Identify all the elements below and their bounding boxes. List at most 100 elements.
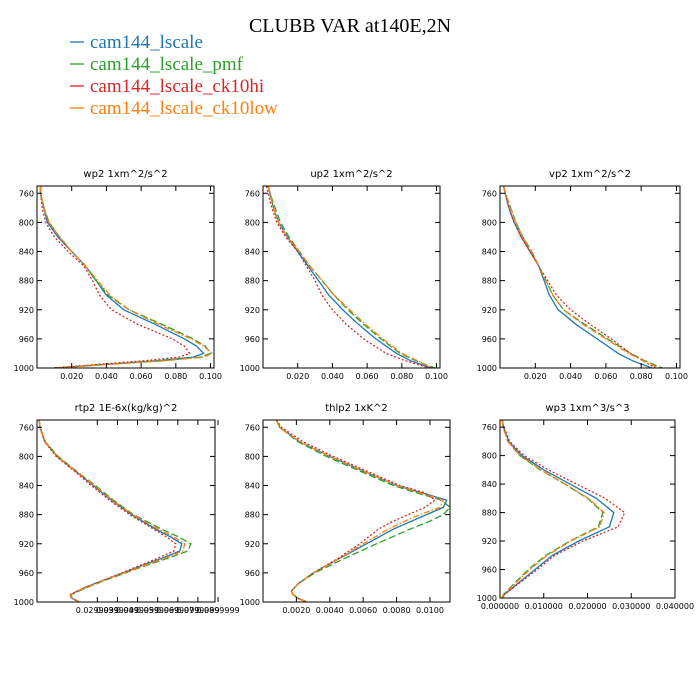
legend-item: cam144_lscale xyxy=(70,32,203,53)
y-tick-label: 800 xyxy=(245,452,260,461)
y-tick-label: 1000 xyxy=(240,598,260,607)
x-tick-label: 0.020 xyxy=(286,372,309,381)
x-tick-label: 0.0399999 xyxy=(96,606,139,615)
series-line xyxy=(38,420,177,602)
series-line xyxy=(275,420,448,602)
x-tick-label: 0.0799999 xyxy=(176,606,219,615)
y-tick-label: 920 xyxy=(245,306,260,315)
y-tick-label: 1000 xyxy=(477,594,497,603)
y-tick-label: 760 xyxy=(19,423,34,432)
x-tick-label: 0.100 xyxy=(665,372,688,381)
y-tick-label: 920 xyxy=(19,306,34,315)
y-tick-label: 800 xyxy=(482,452,497,461)
x-tick-label: 0.0060 xyxy=(349,606,377,615)
series-line xyxy=(502,186,660,368)
y-tick-label: 960 xyxy=(19,569,34,578)
series-line xyxy=(38,420,183,602)
panel-curves xyxy=(39,186,214,368)
y-tick-label: 960 xyxy=(482,566,497,575)
y-tick-label: 800 xyxy=(19,218,34,227)
chart-panel: thlp2 1xK^2 760 800 840 880 920 960 1000 0.0020 0… xyxy=(240,403,451,615)
legend-label: cam144_lscale_ck10hi xyxy=(90,76,264,97)
y-tick-label: 880 xyxy=(482,509,497,518)
y-tick-label: 840 xyxy=(482,248,497,257)
y-tick-label: 1000 xyxy=(477,364,497,373)
x-tick-label: 0.0080 xyxy=(383,606,411,615)
y-tick-label: 760 xyxy=(482,189,497,198)
x-tick-label: 0.0299999 xyxy=(76,606,119,615)
series-line xyxy=(265,186,430,368)
y-tick-label: 800 xyxy=(245,218,260,227)
series-line xyxy=(502,186,656,368)
series-line xyxy=(39,186,212,368)
series-line xyxy=(267,186,436,368)
plot-frame xyxy=(36,185,215,369)
figure-title: CLUBB VAR at140E,2N xyxy=(249,15,451,37)
legend-label: cam144_lscale_ck10low xyxy=(90,98,278,119)
y-tick-label: 920 xyxy=(19,540,34,549)
y-tick-label: 760 xyxy=(19,189,34,198)
y-tick-label: 760 xyxy=(245,189,260,198)
panel-curves xyxy=(501,420,626,598)
panel-curves xyxy=(38,420,192,602)
series-line xyxy=(501,420,604,598)
panel-title: wp3 1xm^3/s^3 xyxy=(545,403,629,414)
legend-item: cam144_lscale_ck10low xyxy=(70,98,278,119)
x-tick-label: 0.0100 xyxy=(416,606,444,615)
x-tick-label: 0.060 xyxy=(594,372,617,381)
y-tick-label: 960 xyxy=(19,335,34,344)
y-tick-label: 960 xyxy=(245,569,260,578)
plot-frame xyxy=(262,419,451,603)
y-tick-label: 880 xyxy=(245,511,260,520)
legend-item: cam144_lscale_ck10hi xyxy=(70,76,264,97)
x-tick-label: 0.100 xyxy=(425,372,448,381)
panel-title: rtp2 1E-6x(kg/kg)^2 xyxy=(75,403,178,414)
x-tick-label: 0.000000 xyxy=(481,602,519,611)
legend-item: cam144_lscale_pmf xyxy=(70,54,244,75)
x-tick-label: 0.020 xyxy=(60,372,83,381)
y-tick-label: 880 xyxy=(482,277,497,286)
y-tick-label: 880 xyxy=(19,511,34,520)
x-tick-label: 0.100 xyxy=(199,372,222,381)
y-tick-label: 800 xyxy=(19,452,34,461)
series-line xyxy=(502,186,663,368)
y-tick-label: 760 xyxy=(245,423,260,432)
x-tick-label: 0.0499999 xyxy=(116,606,159,615)
series-line xyxy=(38,420,192,602)
panel-title: thlp2 1xK^2 xyxy=(325,403,388,414)
series-line xyxy=(501,420,605,598)
x-tick-label: 0.080 xyxy=(164,372,187,381)
series-line xyxy=(501,420,615,598)
series-line xyxy=(39,186,205,368)
panel-title: wp2 1xm^2/s^2 xyxy=(83,169,167,180)
chart-panel: rtp2 1E-6x(kg/kg)^2 760 800 840 880 920 960 100… xyxy=(14,403,240,615)
series-line xyxy=(38,420,186,602)
series-line xyxy=(275,420,445,602)
chart-panels: wp2 1xm^2/s^2 760 800 840 880 920 960 1000 0.020… xyxy=(14,169,694,615)
series-line xyxy=(39,186,214,368)
x-tick-label: 0.010000 xyxy=(525,602,563,611)
y-tick-label: 1000 xyxy=(14,364,34,373)
x-tick-label: 0.060 xyxy=(356,372,379,381)
y-tick-label: 920 xyxy=(482,306,497,315)
panel-curves xyxy=(502,186,663,368)
series-line xyxy=(267,186,434,368)
x-tick-label: 0.020000 xyxy=(568,602,606,611)
y-tick-label: 920 xyxy=(482,537,497,546)
x-tick-label: 0.080 xyxy=(630,372,653,381)
y-tick-label: 800 xyxy=(482,218,497,227)
x-tick-label: 0.0899999 xyxy=(196,606,239,615)
series-line xyxy=(502,186,653,368)
y-tick-label: 1000 xyxy=(240,364,260,373)
legend: cam144_lscalecam144_lscale_pmfcam144_lsc… xyxy=(70,32,278,119)
plot-frame xyxy=(499,185,681,369)
x-tick-label: 0.040 xyxy=(559,372,582,381)
x-tick-label: 0.020 xyxy=(524,372,547,381)
y-tick-label: 840 xyxy=(19,482,34,491)
y-tick-label: 840 xyxy=(245,482,260,491)
x-tick-label: 0.060 xyxy=(130,372,153,381)
y-tick-label: 880 xyxy=(19,277,34,286)
x-tick-label: 0.040 xyxy=(95,372,118,381)
series-line xyxy=(267,186,432,368)
